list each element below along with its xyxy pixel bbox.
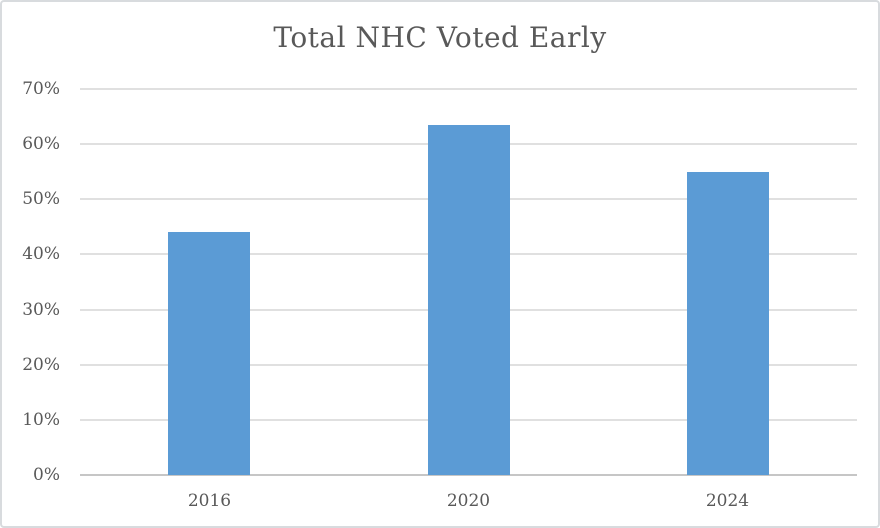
bar-2020 [427, 124, 510, 475]
y-tick-label-60%: 60% [22, 134, 60, 155]
y-tick-label-30%: 30% [22, 299, 60, 320]
y-tick-label-50%: 50% [22, 189, 60, 210]
x-axis-label-2016: 2016 [187, 491, 232, 511]
bars [80, 89, 857, 475]
bar-2024 [686, 171, 769, 475]
y-axis-labels: 0% 10% 20% 30% 40% 50% 60% 70% [2, 79, 64, 485]
y-tick-label-10%: 10% [22, 409, 60, 430]
x-axis-line [80, 474, 857, 476]
bar-2016 [168, 232, 251, 475]
plot-area [80, 88, 857, 476]
x-axis-label-2020: 2020 [446, 491, 491, 511]
y-tick-label-70%: 70% [22, 79, 60, 99]
gridline-70% [80, 88, 857, 90]
y-tick-label-40%: 40% [22, 244, 60, 265]
y-tick-label-0%: 0% [33, 465, 60, 485]
x-axis-labels: 2016 2020 2024 [80, 490, 857, 516]
chart-title: Total NHC Voted Early [273, 21, 607, 54]
y-tick-label-20%: 20% [22, 354, 60, 375]
x-axis-label-2024: 2024 [705, 491, 750, 511]
